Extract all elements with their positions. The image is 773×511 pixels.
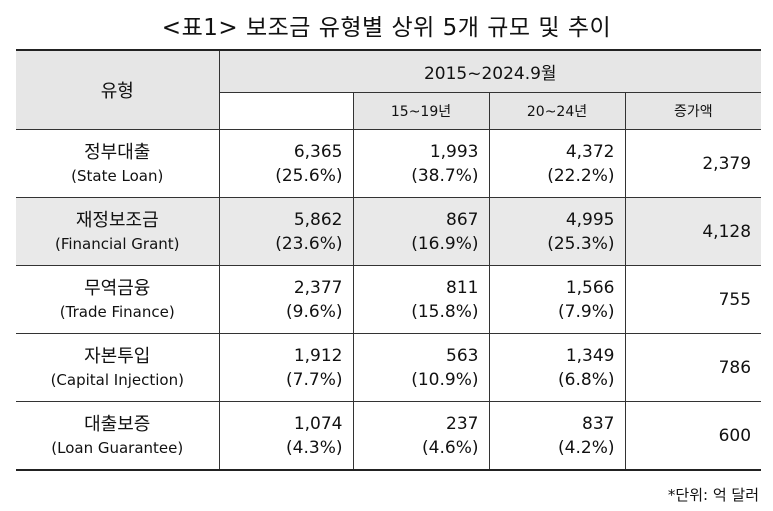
type-name-en: (Loan Guarantee): [51, 438, 184, 457]
table-title: <표1> 보조금 유형별 상위 5개 규모 및 추이: [161, 15, 612, 41]
type-cell: 무역금융 (Trade Finance): [16, 265, 220, 334]
total-cell: 1,912 (7.7%): [218, 333, 354, 402]
period1-share: (15.8%): [411, 301, 479, 322]
total-cell: 2,377 (9.6%): [218, 265, 354, 334]
period2-cell: 1,566 (7.9%): [488, 265, 626, 334]
header-row-top: 유형 2015~2024.9월: [16, 49, 762, 130]
table-row: 재정보조금 (Financial Grant) 5,862 (23.6%) 86…: [16, 197, 762, 266]
increase-value: 755: [624, 265, 762, 334]
type-name-en: (Capital Injection): [50, 370, 184, 389]
period2-share: (7.9%): [558, 301, 615, 322]
subheader-period-1: 15~19년: [352, 92, 490, 130]
period2-value: 4,372: [565, 141, 615, 162]
period1-value: 1,993: [429, 141, 479, 162]
total-value: 1,074: [293, 413, 343, 434]
period1-value: 563: [446, 345, 479, 366]
total-share: (9.6%): [286, 301, 343, 322]
period1-cell: 563 (10.9%): [352, 333, 490, 402]
period2-share: (22.2%): [547, 165, 615, 186]
type-cell: 대출보증 (Loan Guarantee): [16, 401, 220, 471]
period1-share: (10.9%): [411, 369, 479, 390]
total-share: (23.6%): [275, 233, 343, 254]
period1-cell: 1,993 (38.7%): [352, 129, 490, 198]
period1-cell: 237 (4.6%): [352, 401, 490, 471]
period2-cell: 1,349 (6.8%): [488, 333, 626, 402]
table-row: 자본투입 (Capital Injection) 1,912 (7.7%) 56…: [16, 333, 762, 402]
type-name-en: (State Loan): [71, 166, 164, 185]
period2-share: (4.2%): [558, 437, 615, 458]
period2-value: 4,995: [565, 209, 615, 230]
period2-share: (6.8%): [558, 369, 615, 390]
period1-value: 811: [446, 277, 479, 298]
increase-value: 2,379: [624, 129, 762, 198]
period2-share: (25.3%): [547, 233, 615, 254]
type-cell: 자본투입 (Capital Injection): [16, 333, 220, 402]
subsidy-table: 유형 2015~2024.9월 15~19년 20~24년 증가액 정부대출 (…: [16, 49, 762, 471]
period2-value: 1,349: [565, 345, 615, 366]
total-value: 6,365: [293, 141, 343, 162]
total-subheader-empty: [219, 92, 354, 130]
type-name-ko: 무역금융: [84, 277, 151, 299]
period-header: 2015~2024.9월: [218, 49, 762, 93]
increase-value: 600: [624, 401, 762, 471]
type-name-ko: 자본투입: [84, 345, 151, 367]
period2-cell: 4,372 (22.2%): [488, 129, 626, 198]
total-share: (4.3%): [286, 437, 343, 458]
header-row-sub: 15~19년 20~24년 증가액: [16, 92, 762, 130]
total-cell: 5,862 (23.6%): [218, 197, 354, 266]
total-share: (7.7%): [286, 369, 343, 390]
subheader-increase: 증가액: [624, 92, 762, 130]
total-cell: 6,365 (25.6%): [218, 129, 354, 198]
type-cell: 재정보조금 (Financial Grant): [16, 197, 220, 266]
type-name-en: (Trade Finance): [59, 302, 175, 321]
total-value: 1,912: [293, 345, 343, 366]
type-header: 유형: [16, 49, 220, 130]
table-row: 정부대출 (State Loan) 6,365 (25.6%) 1,993 (3…: [16, 129, 762, 198]
period2-value: 837: [582, 413, 615, 434]
type-name-en: (Financial Grant): [54, 234, 180, 253]
period1-cell: 867 (16.9%): [352, 197, 490, 266]
period1-value: 867: [446, 209, 479, 230]
period1-share: (16.9%): [411, 233, 479, 254]
period1-share: (4.6%): [422, 437, 479, 458]
type-name-ko: 정부대출: [84, 141, 151, 163]
type-cell: 정부대출 (State Loan): [16, 129, 220, 198]
type-name-ko: 재정보조금: [75, 209, 159, 231]
period1-share: (38.7%): [411, 165, 479, 186]
type-name-ko: 대출보증: [84, 413, 151, 435]
increase-value: 4,128: [624, 197, 762, 266]
period1-cell: 811 (15.8%): [352, 265, 490, 334]
table-row: 무역금융 (Trade Finance) 2,377 (9.6%) 811 (1…: [16, 265, 762, 334]
period2-cell: 4,995 (25.3%): [488, 197, 626, 266]
period2-value: 1,566: [565, 277, 615, 298]
table-row: 대출보증 (Loan Guarantee) 1,074 (4.3%) 237 (…: [16, 401, 762, 471]
increase-value: 786: [624, 333, 762, 402]
total-share: (25.6%): [275, 165, 343, 186]
total-cell: 1,074 (4.3%): [218, 401, 354, 471]
total-value: 2,377: [293, 277, 343, 298]
subheader-period-2: 20~24년: [488, 92, 626, 130]
period2-cell: 837 (4.2%): [488, 401, 626, 471]
total-value: 5,862: [293, 209, 343, 230]
unit-note: *단위: 억 달러: [667, 486, 759, 504]
period1-value: 237: [446, 413, 479, 434]
